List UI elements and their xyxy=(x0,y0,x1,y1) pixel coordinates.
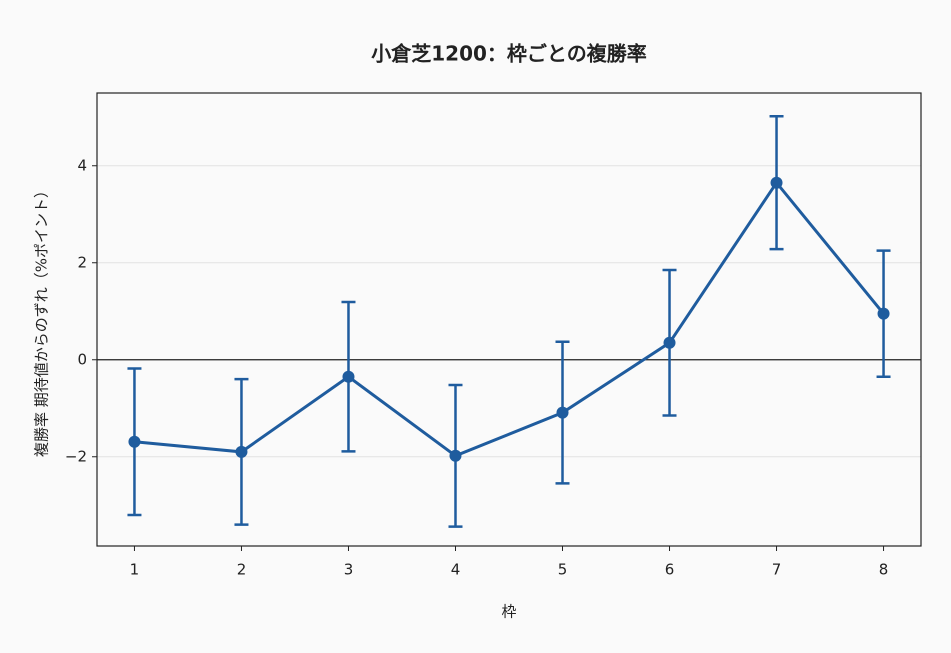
y-tick-label: 0 xyxy=(77,350,87,368)
y-axis-label: 複勝率 期待値からのずれ（%ポイント） xyxy=(33,183,51,457)
x-axis-label: 枠 xyxy=(501,603,516,621)
x-tick-label: 7 xyxy=(772,561,782,579)
plot-frame xyxy=(96,92,922,547)
y-tick-label: −2 xyxy=(65,447,87,465)
x-tick-label: 2 xyxy=(237,561,247,579)
point xyxy=(663,336,676,349)
point xyxy=(128,435,141,448)
point xyxy=(235,445,248,458)
x-tick-label: 5 xyxy=(558,561,568,579)
x-tick-label: 1 xyxy=(130,561,140,579)
x-tick-label: 3 xyxy=(344,561,354,579)
y-tick-label: 4 xyxy=(77,156,87,174)
point xyxy=(556,406,569,419)
x-tick-label: 6 xyxy=(665,561,675,579)
line xyxy=(134,180,885,458)
x-tick-label: 8 xyxy=(879,561,889,579)
point xyxy=(449,449,462,462)
y-tick-label: 2 xyxy=(77,253,87,271)
chart-title: 小倉芝1200：枠ごとの複勝率 xyxy=(371,42,646,66)
point xyxy=(342,370,355,383)
point xyxy=(877,307,890,320)
x-tick-label: 4 xyxy=(451,561,461,579)
point xyxy=(770,176,783,189)
